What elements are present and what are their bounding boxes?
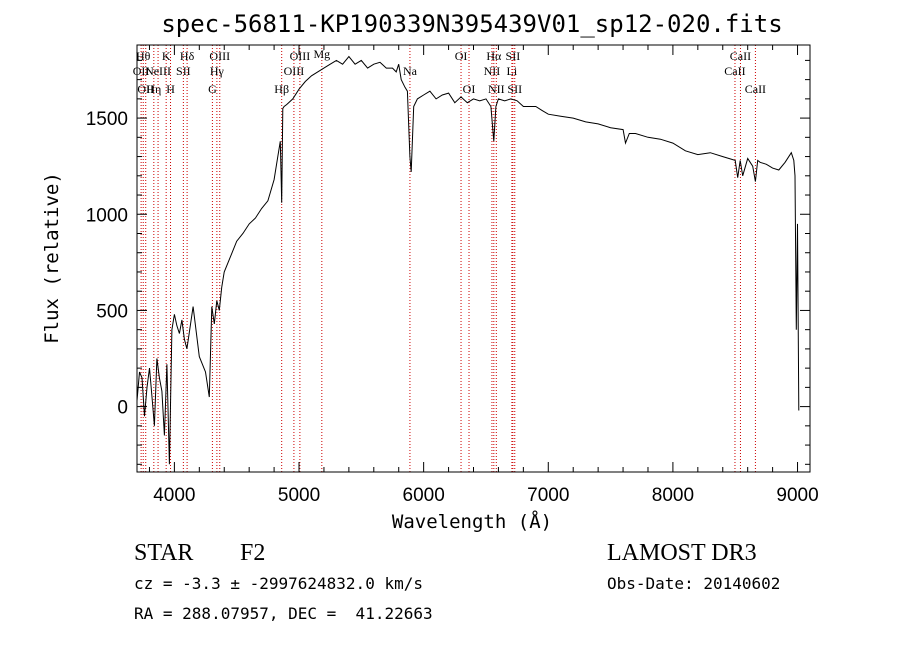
spectral-line-label: CaII <box>745 82 766 96</box>
spectrum-series <box>136 55 800 465</box>
plot-frame <box>136 44 811 473</box>
y-tick-label: 1000 <box>86 205 128 226</box>
spectral-line-markers <box>140 45 756 472</box>
spectral-line-label: CaII <box>730 49 751 63</box>
chart-title: spec-56811-KP190339N395439V01_sp12-020.f… <box>161 10 782 38</box>
spectral-line-label: OIII <box>290 49 311 63</box>
spectral-line-label: Li <box>507 64 518 78</box>
spectrum-line <box>136 55 800 465</box>
spectral-line-label: G <box>208 82 217 96</box>
spectral-line-label: Na <box>403 64 418 78</box>
axis-ticks: 4000 5000 6000 7000 8000 9000 0 500 1000 1500 <box>86 45 819 506</box>
object-class: STAR <box>134 540 193 566</box>
x-tick-label: 5000 <box>278 485 320 506</box>
spectral-line-label: OII <box>137 82 154 96</box>
spectral-line-label: Hβ <box>274 82 289 96</box>
redshift-text: cz = -3.3 ± -2997624832.0 km/s <box>134 574 423 593</box>
x-axis-label: Wavelength (Å) <box>392 510 552 533</box>
spectral-line-label: Hθ <box>136 49 151 63</box>
spectral-line-label: NeIII <box>145 64 171 78</box>
y-tick-label: 0 <box>117 398 128 419</box>
object-subclass: F2 <box>240 540 265 566</box>
x-tick-label: 6000 <box>403 485 445 506</box>
spectral-line-label: OIII <box>209 49 230 63</box>
spectral-line-label: NII <box>484 64 501 78</box>
spectral-line-label: Hη <box>146 82 161 96</box>
x-tick-label: 8000 <box>652 485 694 506</box>
spectral-line-label: SII <box>507 82 522 96</box>
spectral-line-label: NII <box>488 82 505 96</box>
spectral-line-label: Hα <box>486 49 502 63</box>
y-tick-label: 500 <box>96 301 128 322</box>
spectral-line-label: Hγ <box>210 64 225 78</box>
radec-text: RA = 288.07957, DEC = 41.22663 <box>134 604 433 623</box>
y-tick-label: 1500 <box>86 109 128 130</box>
spectral-line-label: SII <box>506 49 521 63</box>
x-tick-label: 9000 <box>776 485 818 506</box>
survey-name: LAMOST DR3 <box>607 540 757 566</box>
spectral-line-label: K <box>162 49 171 63</box>
spectral-line-label: CaII <box>724 64 745 78</box>
spectral-line-label: Mg <box>313 47 330 61</box>
spectral-line-label: OI <box>455 49 468 63</box>
x-tick-label: 7000 <box>527 485 569 506</box>
spectral-line-label: Hδ <box>180 49 195 63</box>
spectral-line-label: H <box>166 82 175 96</box>
x-tick-label: 4000 <box>153 485 195 506</box>
spectral-line-label: OIII <box>284 64 305 78</box>
y-axis-label: Flux (relative) <box>41 172 63 344</box>
spectral-line-label: OI <box>463 82 476 96</box>
obs-date-text: Obs-Date: 20140602 <box>607 574 780 593</box>
spectral-line-label: SII <box>176 64 191 78</box>
